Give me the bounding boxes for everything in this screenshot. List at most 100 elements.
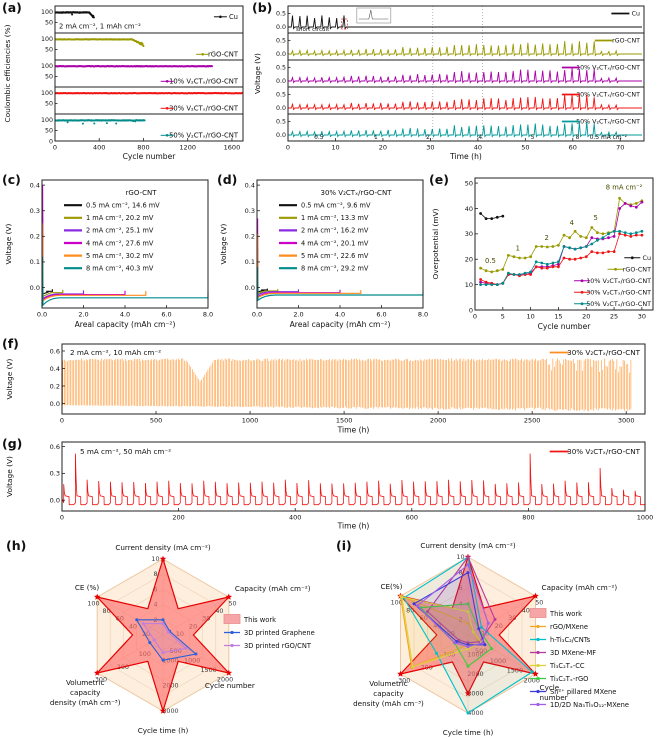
svg-text:Voltage (V): Voltage (V)	[4, 223, 13, 264]
svg-text:0.3: 0.3	[245, 207, 255, 215]
svg-text:Cycle: Cycle	[540, 683, 560, 692]
svg-text:rGO-CNT: rGO-CNT	[623, 266, 651, 274]
svg-text:1 mA cm⁻², 13.3 mV: 1 mA cm⁻², 13.3 mV	[301, 214, 369, 222]
svg-text:capacity: capacity	[373, 689, 404, 698]
svg-text:100: 100	[87, 599, 99, 607]
svg-text:10% V₂CTₓ/rGO-CNT: 10% V₂CTₓ/rGO-CNT	[576, 65, 640, 72]
svg-text:50% V₂CTₓ/rGO-CNT: 50% V₂CTₓ/rGO-CNT	[169, 132, 239, 140]
svg-text:Capacity (mAh cm⁻²): Capacity (mAh cm⁻²)	[542, 583, 618, 592]
svg-text:10: 10	[456, 553, 464, 561]
svg-text:1 mA cm⁻², 20.2 mV: 1 mA cm⁻², 20.2 mV	[86, 214, 154, 222]
svg-text:300: 300	[398, 676, 410, 684]
svg-text:0.0: 0.0	[50, 497, 60, 505]
svg-text:0.5: 0.5	[276, 92, 286, 99]
svg-text:50: 50	[535, 598, 543, 606]
svg-text:1200: 1200	[179, 144, 196, 152]
svg-text:2000: 2000	[524, 676, 540, 684]
svg-text:50: 50	[465, 179, 473, 187]
svg-text:5: 5	[531, 135, 535, 141]
svg-text:0.0: 0.0	[276, 105, 286, 112]
svg-text:5: 5	[593, 214, 597, 222]
svg-text:4000: 4000	[467, 709, 483, 717]
svg-text:20: 20	[582, 313, 590, 321]
svg-text:3000: 3000	[162, 707, 178, 715]
svg-text:Voltage (V): Voltage (V)	[5, 358, 14, 399]
svg-text:Cu: Cu	[229, 13, 238, 21]
svg-text:400: 400	[93, 144, 105, 152]
svg-text:30% V₂CTₓ/rGO-CNT: 30% V₂CTₓ/rGO-CNT	[586, 289, 651, 297]
svg-text:density (mAh cm⁻³): density (mAh cm⁻³)	[353, 699, 424, 708]
svg-text:4 mA cm⁻², 27.6 mV: 4 mA cm⁻², 27.6 mV	[86, 239, 154, 247]
panel-d-chart: 0.0 0.1 0.2 0.3 0.4 0.0 2.0 4.0 6.0 8.0 30% V₂CTₓ/…	[219, 179, 428, 329]
svg-text:60: 60	[569, 144, 577, 152]
svg-text:50% V₂CTₓ/rGO-CNT: 50% V₂CTₓ/rGO-CNT	[586, 300, 651, 308]
svg-text:Capacity (mAh cm⁻²): Capacity (mAh cm⁻²)	[235, 584, 311, 593]
panel-a-label: (a)	[2, 0, 22, 15]
svg-text:0: 0	[60, 514, 64, 522]
svg-text:0.1: 0.1	[245, 258, 255, 266]
svg-text:10: 10	[151, 555, 159, 563]
svg-text:100: 100	[391, 598, 403, 606]
svg-text:Areal capacity (mAh cm⁻²): Areal capacity (mAh cm⁻²)	[290, 320, 391, 329]
svg-text:5 mA cm⁻², 50 mAh cm⁻²: 5 mA cm⁻², 50 mAh cm⁻²	[80, 447, 171, 456]
svg-text:0.0: 0.0	[276, 51, 286, 58]
svg-text:h-Ti₃C₂/CNTs: h-Ti₃C₂/CNTs	[550, 636, 591, 644]
svg-text:2: 2	[426, 135, 430, 141]
svg-text:0: 0	[469, 306, 473, 314]
svg-text:rGO-CNT: rGO-CNT	[126, 189, 158, 197]
svg-text:30% V₂CTₓ/rGO-CNT: 30% V₂CTₓ/rGO-CNT	[567, 348, 640, 357]
svg-text:0.0: 0.0	[252, 311, 262, 319]
svg-text:CE(%): CE(%)	[380, 582, 402, 591]
svg-text:30% V₂CTₓ/rGO-CNT: 30% V₂CTₓ/rGO-CNT	[567, 447, 640, 456]
svg-text:Voltage (V): Voltage (V)	[5, 456, 14, 497]
svg-text:30: 30	[638, 313, 646, 321]
svg-text:0.3: 0.3	[30, 207, 40, 215]
svg-text:0.0: 0.0	[245, 284, 255, 292]
svg-text:30% V₂CTₓ/rGO-CNT: 30% V₂CTₓ/rGO-CNT	[576, 92, 640, 99]
svg-text:30% V₂CTₓ/rGO-CNT: 30% V₂CTₓ/rGO-CNT	[169, 105, 239, 113]
svg-text:300: 300	[95, 675, 107, 683]
svg-text:This work: This work	[243, 616, 276, 624]
svg-text:10: 10	[331, 144, 339, 152]
svg-text:Time (h): Time (h)	[337, 522, 370, 531]
svg-text:Areal capacity (mAh cm⁻²): Areal capacity (mAh cm⁻²)	[75, 320, 176, 329]
svg-text:10% V₂CTₓ/rGO-CNT: 10% V₂CTₓ/rGO-CNT	[586, 277, 651, 285]
svg-text:0: 0	[473, 313, 477, 321]
svg-text:8.0: 8.0	[418, 311, 428, 319]
panel-a-chart: 100 50 Cu 100 50 rGO-CNT 100 50 10% V₂CTₓ/rGO-CN…	[3, 5, 244, 161]
svg-text:1500: 1500	[507, 667, 523, 675]
svg-text:8 mA cm⁻², 40.3 mV: 8 mA cm⁻², 40.3 mV	[86, 265, 154, 273]
panel-i-label: (i)	[336, 538, 352, 553]
svg-text:0.0: 0.0	[50, 400, 60, 408]
panel-h-label: (h)	[6, 538, 27, 553]
svg-text:Cu: Cu	[632, 11, 640, 18]
svg-text:30: 30	[465, 230, 473, 238]
panel-b-chart: 0.5 0.0 Cu short circuit 0.5 0.0 rGO-CNT 0.5 0.0…	[253, 5, 645, 161]
svg-text:50: 50	[45, 101, 53, 108]
svg-text:0: 0	[53, 144, 57, 152]
svg-text:40: 40	[465, 205, 473, 213]
svg-text:Volumetric: Volumetric	[369, 679, 408, 688]
svg-text:0.5: 0.5	[314, 135, 324, 141]
svg-text:100: 100	[41, 63, 53, 70]
svg-text:Coulombic efficiencies (%): Coulombic efficiencies (%)	[3, 24, 12, 122]
svg-text:0.2: 0.2	[245, 233, 255, 241]
svg-text:100: 100	[41, 117, 53, 124]
svg-text:50: 50	[45, 20, 53, 27]
svg-text:8 mA cm⁻²: 8 mA cm⁻²	[606, 183, 643, 191]
svg-text:50% V₂CTₓ/rGO-CNT: 50% V₂CTₓ/rGO-CNT	[576, 119, 640, 126]
svg-text:Volumetric: Volumetric	[66, 678, 105, 687]
panel-f-chart: 0.0 0.2 0.4 0.6 0 500 1000 1500 2000 2500 3000 2 mA…	[5, 343, 646, 435]
svg-text:80: 80	[103, 607, 111, 615]
svg-text:1500: 1500	[336, 417, 353, 425]
svg-text:0.5: 0.5	[276, 119, 286, 126]
svg-text:40: 40	[522, 606, 530, 614]
svg-text:2000: 2000	[217, 675, 233, 683]
svg-text:6.0: 6.0	[161, 311, 171, 319]
svg-text:rGO/MXene: rGO/MXene	[550, 623, 588, 631]
svg-text:600: 600	[406, 514, 418, 522]
svg-text:Voltage (V): Voltage (V)	[219, 223, 228, 264]
svg-text:3D printed Graphene: 3D printed Graphene	[244, 629, 315, 637]
svg-text:5: 5	[501, 313, 505, 321]
panel-e-chart: 0 10 20 30 40 50 0 5 10 15 20 25 30 0.5 1 2 4 5 8 mA cm⁻² C…	[431, 177, 654, 331]
